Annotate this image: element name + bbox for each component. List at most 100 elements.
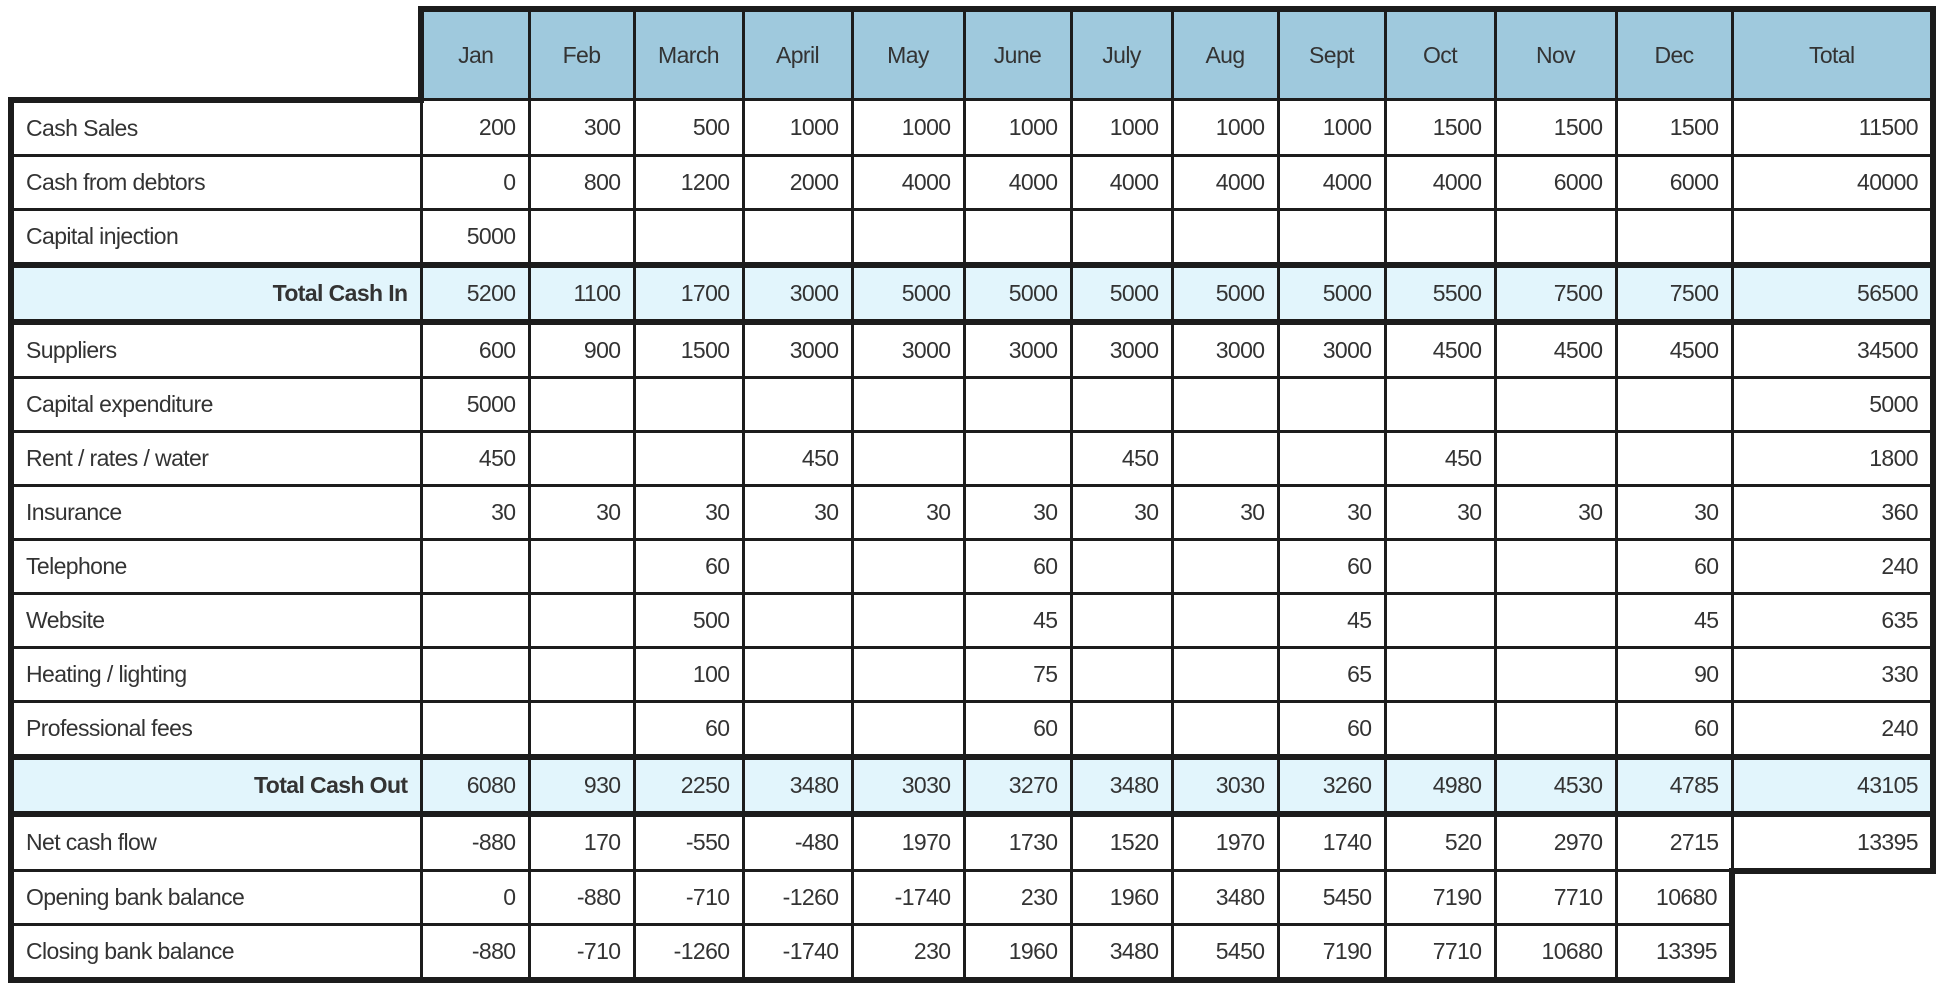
column-header-oct: Oct bbox=[1383, 6, 1497, 101]
column-header-sept: Sept bbox=[1276, 6, 1387, 101]
table-row: Total Cash In 5200 1100 1700 3000 5000 5000 500… bbox=[8, 261, 1936, 325]
value-cell: 1730 bbox=[962, 812, 1073, 872]
value-cell: 1000 bbox=[1069, 98, 1174, 157]
total-cell: 43105 bbox=[1730, 753, 1936, 817]
value-cell: 60 bbox=[962, 537, 1073, 595]
value-cell: 1000 bbox=[1170, 98, 1280, 157]
value-cell: 500 bbox=[632, 591, 745, 649]
value-cell: 2715 bbox=[1614, 812, 1734, 872]
value-cell: 3480 bbox=[1069, 753, 1174, 817]
row-label: Professional fees bbox=[8, 699, 423, 758]
total-cell: 330 bbox=[1730, 645, 1936, 703]
value-cell: 1000 bbox=[1276, 98, 1387, 157]
value-cell: 800 bbox=[527, 153, 636, 211]
total-cell: 11500 bbox=[1730, 98, 1936, 157]
value-cell bbox=[632, 429, 745, 487]
value-cell bbox=[527, 537, 636, 595]
row-label: Total Cash In bbox=[8, 261, 423, 325]
value-cell: 7710 bbox=[1383, 923, 1497, 983]
value-cell: 3000 bbox=[962, 320, 1073, 379]
value-cell: -710 bbox=[632, 869, 745, 926]
value-cell: 2970 bbox=[1493, 812, 1618, 872]
value-cell: -1260 bbox=[632, 923, 745, 983]
value-cell bbox=[527, 699, 636, 758]
value-cell: 0 bbox=[419, 153, 531, 211]
column-header-total: Total bbox=[1730, 6, 1936, 101]
column-header-may: May bbox=[850, 6, 966, 101]
value-cell: 4785 bbox=[1614, 753, 1734, 817]
value-cell bbox=[850, 429, 966, 487]
value-cell: 3000 bbox=[1170, 320, 1280, 379]
value-cell: 1000 bbox=[962, 98, 1073, 157]
value-cell: 5000 bbox=[962, 261, 1073, 325]
table-row: Telephone 60 60 60 60 240 bbox=[8, 537, 1936, 595]
value-cell: 7500 bbox=[1614, 261, 1734, 325]
value-cell bbox=[419, 537, 531, 595]
value-cell bbox=[1170, 591, 1280, 649]
value-cell: 200 bbox=[419, 98, 531, 157]
row-label: Suppliers bbox=[8, 320, 423, 379]
table-row: Insurance 30 30 30 30 30 30 30 30 30 30 30 30 360 bbox=[8, 483, 1936, 541]
row-label: Closing bank balance bbox=[8, 923, 423, 983]
column-header-nov: Nov bbox=[1493, 6, 1618, 101]
total-cell: 240 bbox=[1730, 699, 1936, 758]
value-cell bbox=[527, 207, 636, 266]
column-header-july: July bbox=[1069, 6, 1174, 101]
value-cell: 13395 bbox=[1614, 923, 1735, 983]
value-cell: 7190 bbox=[1276, 923, 1387, 983]
value-cell: 1520 bbox=[1069, 812, 1174, 872]
value-cell: 450 bbox=[1383, 429, 1497, 487]
value-cell: 75 bbox=[962, 645, 1073, 703]
value-cell bbox=[1069, 537, 1174, 595]
value-cell bbox=[1069, 375, 1174, 433]
table-row: Cash Sales 200 300 500 1000 1000 1000 1000 1000 1… bbox=[8, 98, 1936, 157]
table-row: Professional fees 60 60 60 60 240 bbox=[8, 699, 1936, 758]
table-row: Closing bank balance -880 -710 -1260 -1740 23… bbox=[8, 923, 1933, 983]
value-cell: 1500 bbox=[632, 320, 745, 379]
value-cell: 3480 bbox=[1069, 923, 1174, 983]
value-cell: 5000 bbox=[1276, 261, 1387, 325]
row-label: Capital injection bbox=[8, 207, 423, 266]
column-header-june: June bbox=[962, 6, 1073, 101]
value-cell bbox=[741, 645, 854, 703]
row-label: Website bbox=[8, 591, 423, 649]
value-cell bbox=[962, 375, 1073, 433]
value-cell: -880 bbox=[527, 869, 636, 926]
value-cell: 230 bbox=[850, 923, 966, 983]
value-cell: 30 bbox=[1276, 483, 1387, 541]
value-cell bbox=[527, 645, 636, 703]
value-cell: 45 bbox=[1614, 591, 1734, 649]
value-cell: 60 bbox=[632, 699, 745, 758]
value-cell: 30 bbox=[632, 483, 745, 541]
table-row: Net cash flow -880 170 -550 -480 1970 1730 1520… bbox=[8, 812, 1936, 872]
row-label: Net cash flow bbox=[8, 812, 423, 872]
value-cell: -710 bbox=[527, 923, 636, 983]
value-cell: 10680 bbox=[1493, 923, 1618, 983]
total-cell: 13395 bbox=[1730, 812, 1936, 872]
table-row: Rent / rates / water 450 450 450 450 1800 bbox=[8, 429, 1936, 487]
value-cell bbox=[850, 699, 966, 758]
value-cell: 30 bbox=[1383, 483, 1497, 541]
value-cell: 30 bbox=[1170, 483, 1280, 541]
value-cell: 1000 bbox=[741, 98, 854, 157]
value-cell: 5450 bbox=[1276, 869, 1387, 926]
value-cell: 6080 bbox=[419, 753, 531, 817]
value-cell: 7190 bbox=[1383, 869, 1497, 926]
value-cell bbox=[1614, 207, 1734, 266]
value-cell: 1740 bbox=[1276, 812, 1387, 872]
value-cell bbox=[1614, 375, 1734, 433]
value-cell bbox=[1170, 375, 1280, 433]
row-label: Total Cash Out bbox=[8, 753, 423, 817]
value-cell: 3030 bbox=[850, 753, 966, 817]
value-cell bbox=[1383, 537, 1497, 595]
value-cell: 4000 bbox=[1276, 153, 1387, 211]
value-cell bbox=[850, 645, 966, 703]
table-row: Website 500 45 45 45 635 bbox=[8, 591, 1936, 649]
value-cell: 4530 bbox=[1493, 753, 1618, 817]
value-cell: 90 bbox=[1614, 645, 1734, 703]
value-cell: -550 bbox=[632, 812, 745, 872]
value-cell: -880 bbox=[419, 923, 531, 983]
total-cell: 5000 bbox=[1730, 375, 1936, 433]
value-cell bbox=[1383, 645, 1497, 703]
value-cell: 30 bbox=[741, 483, 854, 541]
